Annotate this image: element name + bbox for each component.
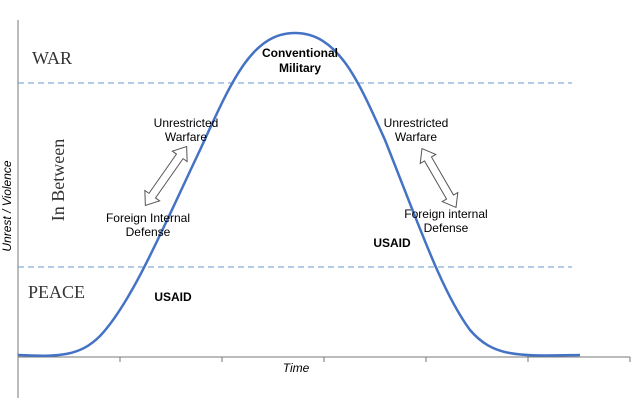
text-line: Unrestricted — [384, 116, 449, 130]
text-line: Warfare — [165, 130, 208, 144]
annotation: Foreign internal Defense — [404, 207, 487, 235]
zone-label: PEACE — [28, 282, 85, 302]
annotation: USAID — [154, 290, 192, 304]
text-line: Defense — [126, 225, 171, 239]
annotation: Conventional Military — [262, 46, 338, 75]
x-axis-ticks — [119, 357, 631, 362]
x-axis-label: Time — [283, 361, 310, 375]
annotation: Unrestricted Warfare — [384, 116, 449, 144]
annotation: Unrestricted Warfare — [154, 116, 219, 144]
text-line: Military — [279, 61, 321, 75]
double-arrow — [144, 145, 188, 207]
text-line: Defense — [424, 221, 469, 235]
annotation: USAID — [373, 236, 411, 250]
text-line: Warfare — [395, 130, 438, 144]
text-line: Unrestricted — [154, 116, 219, 130]
text-line: Foreign Internal — [106, 211, 190, 225]
annotation: Foreign Internal Defense — [106, 211, 190, 239]
text-line: Conventional — [262, 46, 338, 60]
zone-label: In Between — [48, 139, 68, 221]
violence-curve — [17, 31, 581, 357]
y-axis-label: Unrest / Violence — [0, 160, 14, 251]
double-arrow — [419, 147, 459, 209]
text-line: Foreign internal — [404, 207, 487, 221]
zone-label: WAR — [32, 48, 72, 68]
